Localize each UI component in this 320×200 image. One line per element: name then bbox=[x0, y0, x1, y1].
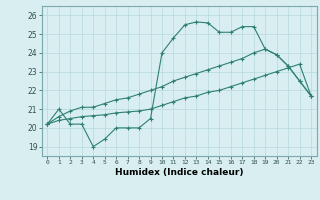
X-axis label: Humidex (Indice chaleur): Humidex (Indice chaleur) bbox=[115, 168, 244, 177]
